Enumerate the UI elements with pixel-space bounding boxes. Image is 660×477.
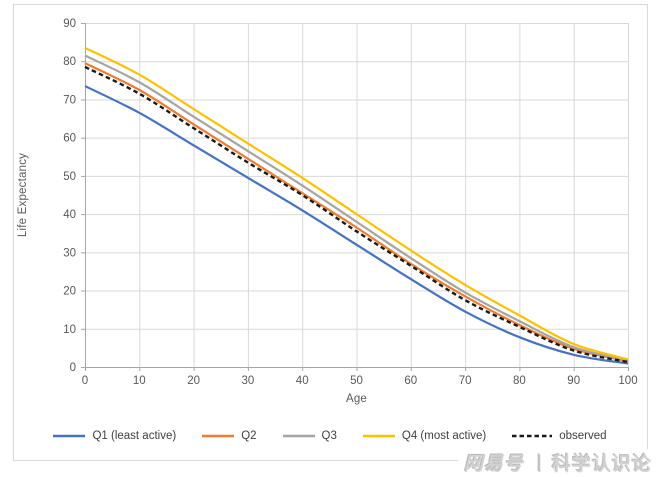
legend-item-q1-least-active-: Q1 (least active) xyxy=(53,430,176,442)
series-line-q3 xyxy=(84,54,629,362)
legend-line-sample xyxy=(282,434,315,438)
y-axis-title: Life Expectancy xyxy=(17,152,29,238)
y-tick-label: 50 xyxy=(63,171,76,183)
x-tick-label: 80 xyxy=(513,375,526,387)
watermark-account-name: 科学认识论 xyxy=(551,454,652,475)
y-tick-label: 70 xyxy=(63,94,76,106)
series-line-q1-least-active- xyxy=(84,85,629,365)
watermark: 网易号 丨 科学认识论 xyxy=(457,449,652,476)
x-tick-label: 40 xyxy=(296,375,309,387)
legend-item-q2: Q2 xyxy=(202,430,257,442)
x-tick-label: 90 xyxy=(567,375,580,387)
y-tick-label: 60 xyxy=(63,133,76,145)
series-line-q4-most-active- xyxy=(84,46,629,361)
y-tick-label: 0 xyxy=(70,362,76,374)
watermark-brand-logo: 网易号 xyxy=(463,454,524,475)
y-tick-label: 30 xyxy=(63,247,76,259)
legend-label: Q2 xyxy=(241,430,257,442)
x-tick-label: 10 xyxy=(133,375,146,387)
legend-label: Q4 (most active) xyxy=(401,430,487,442)
legend-label: Q1 (least active) xyxy=(92,430,177,442)
legend-line-sample xyxy=(512,434,553,438)
legend-item-q4-most-active-: Q4 (most active) xyxy=(362,430,487,442)
x-tick-label: 0 xyxy=(82,375,88,387)
x-tick-label: 30 xyxy=(242,375,255,387)
x-tick-label: 60 xyxy=(404,375,417,387)
x-tick-label: 50 xyxy=(350,375,363,387)
series-line-observed xyxy=(84,65,629,364)
y-tick-label: 90 xyxy=(63,18,76,30)
legend-label: observed xyxy=(559,430,607,442)
legend-item-q3: Q3 xyxy=(282,430,337,442)
legend-line-sample xyxy=(202,434,235,438)
y-tick-label: 80 xyxy=(63,56,76,68)
x-tick-label: 70 xyxy=(459,375,472,387)
watermark-separator: 丨 xyxy=(529,454,550,475)
x-tick-label: 20 xyxy=(187,375,200,387)
y-tick-label: 20 xyxy=(63,286,76,298)
chart-legend: Q1 (least active) Q2 Q3 Q4 (most active) obs… xyxy=(13,425,647,447)
x-tick-label: 100 xyxy=(618,375,637,387)
series-line-q2 xyxy=(84,62,629,363)
y-tick-label: 40 xyxy=(63,209,76,221)
legend-item-observed: observed xyxy=(512,430,607,442)
y-tick-label: 10 xyxy=(63,324,76,336)
legend-line-sample xyxy=(53,434,86,438)
x-axis-title: Age xyxy=(345,393,368,405)
legend-line-sample xyxy=(362,434,395,438)
legend-label: Q3 xyxy=(321,430,337,442)
